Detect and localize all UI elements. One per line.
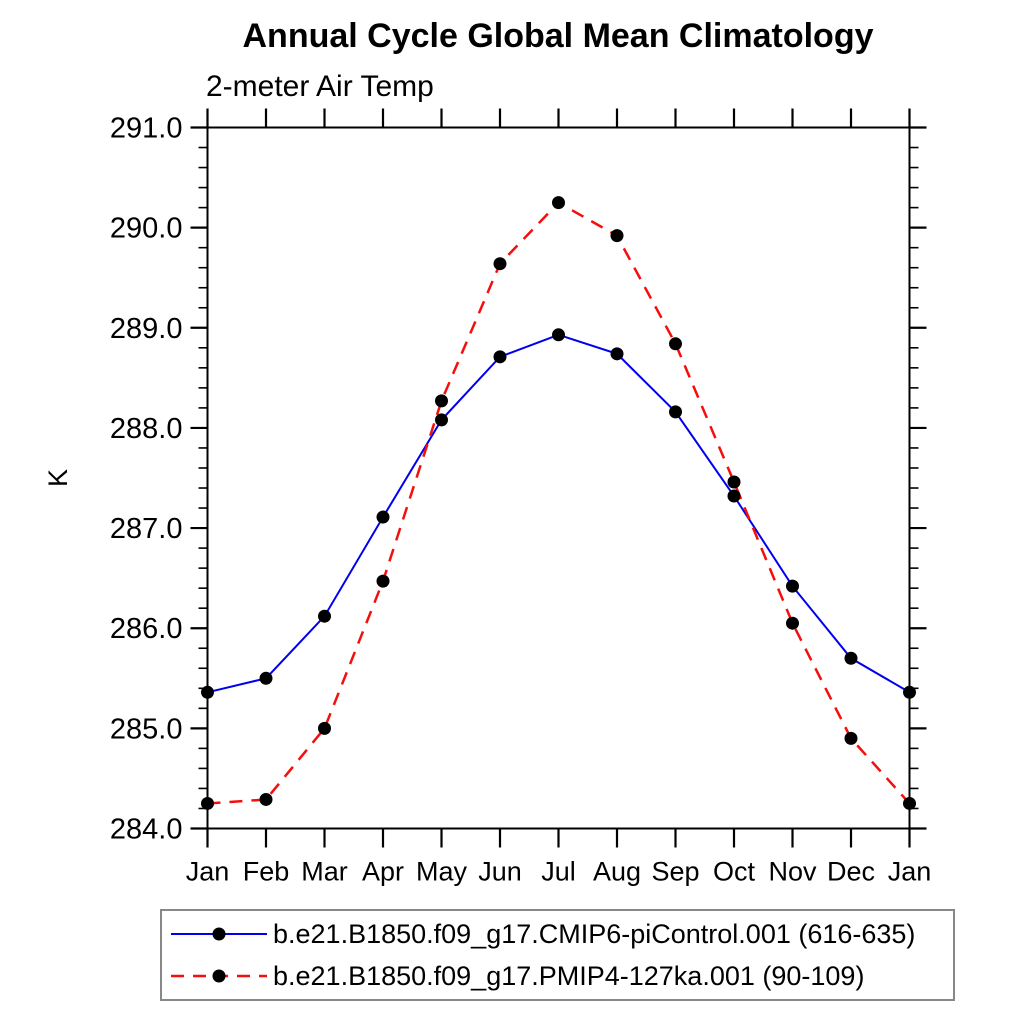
data-point-marker-s0 [552, 328, 565, 342]
y-tick-label: 288.0 [110, 413, 183, 445]
y-tick-label: 285.0 [110, 713, 183, 745]
series-line-1 [207, 201, 911, 805]
legend-entry-picontrol: b.e21.B1850.f09_g17.CMIP6-piControl.001 … [162, 915, 953, 953]
data-point-marker-s0 [435, 413, 448, 427]
data-point-marker-s1 [786, 616, 799, 630]
x-tick-label: May [416, 857, 468, 887]
y-tick-label: 287.0 [110, 513, 183, 545]
data-point-marker-s1 [727, 475, 741, 489]
data-point-marker-s1 [259, 792, 273, 806]
y-tick-label: 289.0 [110, 313, 183, 345]
x-tick-label: Jul [541, 857, 576, 887]
chart-title: Annual Cycle Global Mean Climatology [242, 17, 874, 55]
x-tick-label: Jan [186, 857, 230, 887]
data-point-marker-s0 [727, 489, 741, 503]
data-point-marker-s0 [669, 405, 682, 419]
y-tick-label: 290.0 [110, 213, 183, 245]
data-point-marker-s1 [610, 229, 624, 243]
y-axis-title: K [43, 469, 73, 487]
x-tick-label: Dec [827, 857, 875, 887]
legend-label-pmip4: b.e21.B1850.f09_g17.PMIP4-127ka.001 (90-… [273, 960, 865, 991]
x-tick-label: Jun [478, 857, 522, 887]
data-point-marker-s0 [786, 579, 799, 593]
legend-entry-pmip4: b.e21.B1850.f09_g17.PMIP4-127ka.001 (90-… [162, 957, 953, 995]
x-tick-label: Oct [713, 857, 756, 887]
x-tick-label: Sep [651, 857, 699, 887]
legend-line-sample-solid [171, 927, 267, 941]
x-tick-label: Jan [888, 857, 932, 887]
x-tick-label: Feb [243, 857, 290, 887]
data-point-marker-s1 [201, 796, 214, 810]
data-point-marker-s0 [376, 510, 390, 524]
legend: b.e21.B1850.f09_g17.CMIP6-piControl.001 … [160, 909, 955, 1001]
data-point-marker-s1 [552, 196, 565, 210]
y-tick-label: 286.0 [110, 613, 183, 645]
data-point-marker-s0 [201, 685, 214, 699]
legend-line-sample-dashed [171, 969, 267, 983]
legend-label-picontrol: b.e21.B1850.f09_g17.CMIP6-piControl.001 … [273, 918, 916, 949]
data-point-marker-s1 [844, 731, 858, 745]
data-point-marker-s0 [318, 609, 331, 623]
plot-frame [206, 126, 911, 830]
data-point-marker-s1 [376, 574, 390, 588]
data-point-marker-s1 [435, 394, 448, 408]
x-tick-label: Apr [362, 857, 404, 887]
data-point-marker-s1 [318, 721, 331, 735]
data-point-marker-s0 [903, 685, 916, 699]
x-tick-label: Mar [301, 857, 348, 887]
data-point-marker-s0 [493, 350, 507, 364]
x-tick-label: Aug [593, 857, 641, 887]
chart-subtitle: 2-meter Air Temp [206, 70, 434, 103]
data-point-marker-s1 [903, 796, 916, 810]
data-point-marker-s1 [669, 337, 682, 351]
data-point-marker-s0 [259, 671, 273, 685]
series-line-0 [207, 333, 911, 694]
x-tick-label: Nov [768, 857, 817, 887]
y-tick-label: 284.0 [110, 814, 183, 846]
data-point-marker-s0 [844, 651, 858, 665]
y-tick-label: 291.0 [110, 113, 183, 145]
data-point-marker-s0 [610, 347, 624, 361]
data-point-marker-s1 [493, 257, 507, 271]
